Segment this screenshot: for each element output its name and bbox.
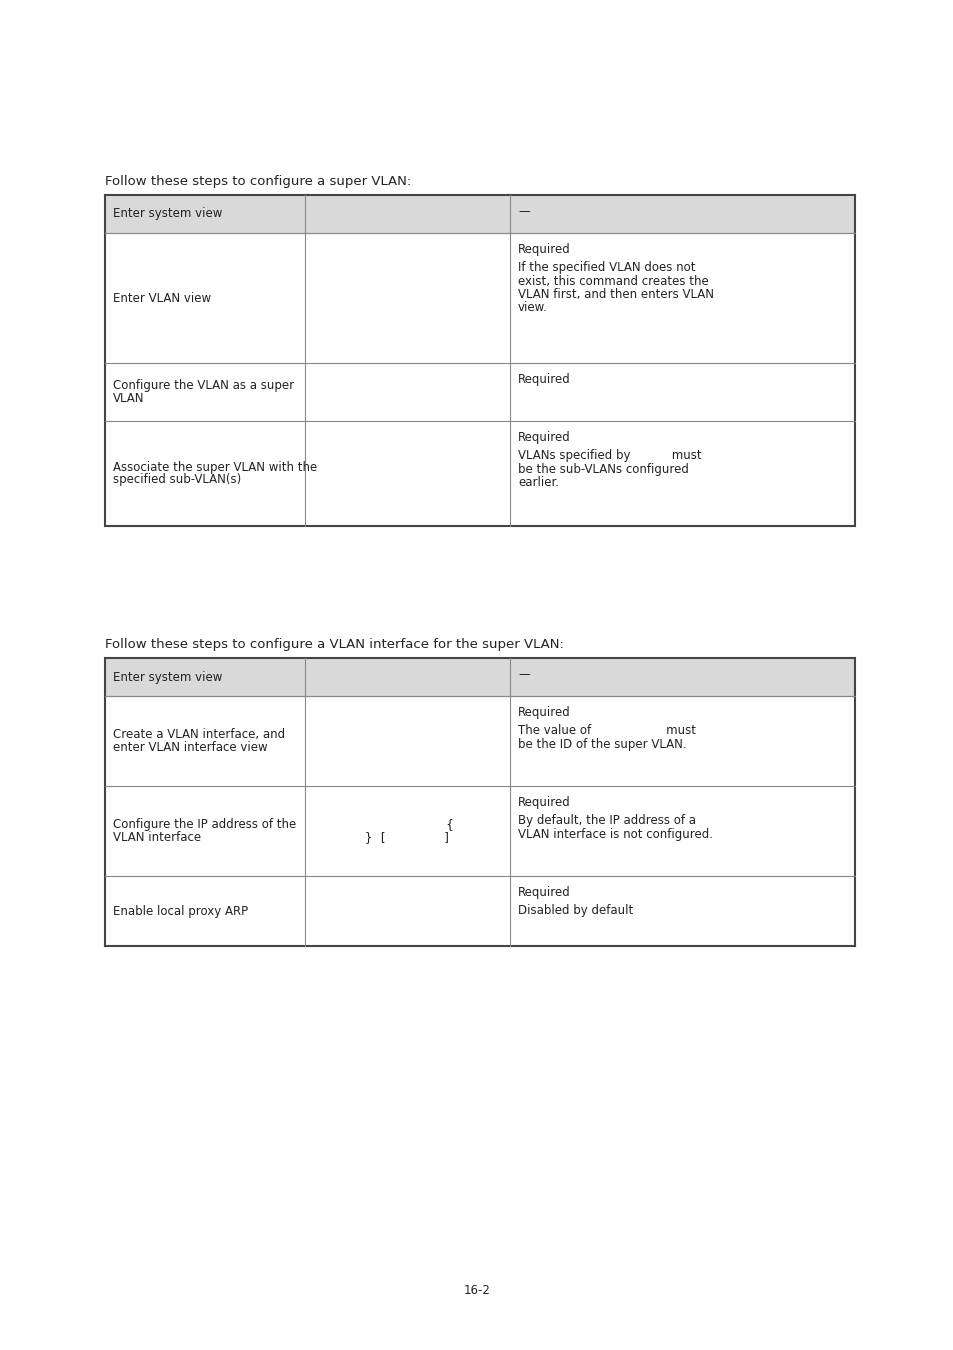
Text: Follow these steps to configure a super VLAN:: Follow these steps to configure a super …: [105, 176, 411, 188]
Text: —: —: [517, 668, 529, 680]
Text: Required: Required: [517, 796, 570, 809]
Text: be the ID of the super VLAN.: be the ID of the super VLAN.: [517, 737, 686, 751]
Text: VLAN first, and then enters VLAN: VLAN first, and then enters VLAN: [517, 288, 713, 301]
Text: Configure the IP address of the: Configure the IP address of the: [112, 818, 296, 832]
Text: be the sub-VLANs configured: be the sub-VLANs configured: [517, 463, 688, 475]
Text: {: {: [361, 818, 454, 832]
Text: VLANs specified by           must: VLANs specified by must: [517, 450, 700, 463]
Text: } [        ]: } [ ]: [364, 830, 450, 844]
Text: Configure the VLAN as a super: Configure the VLAN as a super: [112, 379, 294, 391]
Text: Required: Required: [517, 373, 570, 386]
Text: Enter system view: Enter system view: [112, 671, 222, 683]
Text: Required: Required: [517, 431, 570, 444]
Bar: [105, 194, 854, 234]
Text: Enter VLAN view: Enter VLAN view: [112, 292, 211, 305]
Text: The value of                    must: The value of must: [517, 725, 696, 737]
Text: Enter system view: Enter system view: [112, 208, 222, 220]
Text: view.: view.: [517, 301, 547, 315]
Text: 16-2: 16-2: [463, 1284, 490, 1296]
Text: exist, this command creates the: exist, this command creates the: [517, 274, 708, 288]
Text: —: —: [517, 205, 529, 217]
Text: VLAN: VLAN: [112, 392, 144, 405]
Text: VLAN interface is not configured.: VLAN interface is not configured.: [517, 828, 712, 841]
Text: Create a VLAN interface, and: Create a VLAN interface, and: [112, 728, 285, 741]
Bar: [105, 657, 854, 697]
Text: Required: Required: [517, 706, 570, 720]
Text: Enable local proxy ARP: Enable local proxy ARP: [112, 904, 248, 918]
Text: If the specified VLAN does not: If the specified VLAN does not: [517, 262, 695, 274]
Text: specified sub-VLAN(s): specified sub-VLAN(s): [112, 474, 241, 486]
Text: Disabled by default: Disabled by default: [517, 904, 633, 918]
Text: By default, the IP address of a: By default, the IP address of a: [517, 814, 696, 828]
Text: VLAN interface: VLAN interface: [112, 830, 201, 844]
Text: earlier.: earlier.: [517, 475, 558, 489]
Text: Required: Required: [517, 886, 570, 899]
Text: Associate the super VLAN with the: Associate the super VLAN with the: [112, 460, 317, 474]
Text: enter VLAN interface view: enter VLAN interface view: [112, 741, 268, 753]
Text: Follow these steps to configure a VLAN interface for the super VLAN:: Follow these steps to configure a VLAN i…: [105, 639, 563, 651]
Text: Required: Required: [517, 243, 570, 256]
